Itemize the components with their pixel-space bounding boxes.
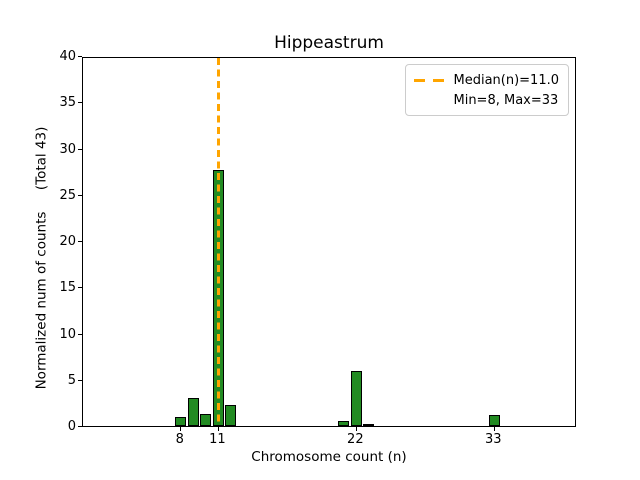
legend-entry-minmax: Min=8, Max=33 <box>414 90 559 110</box>
y-tick-label: 30 <box>59 141 76 157</box>
histogram-bar <box>175 416 187 426</box>
y-tick-label: 15 <box>59 280 76 296</box>
histogram-bar <box>350 370 362 426</box>
histogram-bar <box>363 424 375 426</box>
y-tick-mark <box>78 379 82 381</box>
y-tick-label: 10 <box>59 326 76 342</box>
y-tick-label: 5 <box>67 372 76 388</box>
y-tick-label: 20 <box>59 234 76 249</box>
histogram-bar <box>338 421 350 426</box>
histogram-bar <box>488 414 500 426</box>
x-tick-mark <box>217 427 219 431</box>
histogram-bar <box>187 398 199 426</box>
chart-title: Hippeastrum <box>274 33 384 53</box>
x-tick-label: 33 <box>484 432 502 447</box>
plot-area: Median(n)=11.0 Min=8, Max=33 <box>78 56 576 431</box>
y-tick-mark <box>78 148 82 150</box>
x-tick-mark <box>180 427 182 431</box>
y-tick-mark <box>78 194 82 196</box>
histogram-bar <box>200 413 212 426</box>
x-tick-label: 11 <box>209 432 226 447</box>
legend-label-median: Median(n)=11.0 <box>453 72 559 88</box>
y-axis-label: Normalized num of counts (Total 43) <box>33 126 50 390</box>
x-axis-label: Chromosome count (n) <box>251 449 407 465</box>
y-tick-label: 25 <box>59 187 76 203</box>
y-tick-mark <box>78 56 82 57</box>
y-tick-label: 40 <box>59 49 76 64</box>
y-tick-mark <box>78 102 82 104</box>
legend-entry-median: Median(n)=11.0 <box>414 70 559 90</box>
histogram-bar <box>225 404 237 426</box>
y-tick-label: 35 <box>59 95 76 111</box>
y-tick-mark <box>78 426 82 427</box>
x-tick-mark <box>493 427 495 431</box>
legend-spacer <box>414 99 444 102</box>
median-line <box>216 58 220 426</box>
y-tick-mark <box>78 241 82 242</box>
x-tick-label: 22 <box>347 432 364 447</box>
y-tick-label: 0 <box>67 419 76 434</box>
y-tick-mark <box>78 287 82 289</box>
x-tick-label: 8 <box>175 432 184 447</box>
x-tick-mark <box>355 427 357 431</box>
dashed-line-icon <box>414 78 445 82</box>
y-tick-mark <box>78 333 82 335</box>
legend: Median(n)=11.0 Min=8, Max=33 <box>405 64 569 116</box>
legend-label-minmax: Min=8, Max=33 <box>453 92 559 108</box>
